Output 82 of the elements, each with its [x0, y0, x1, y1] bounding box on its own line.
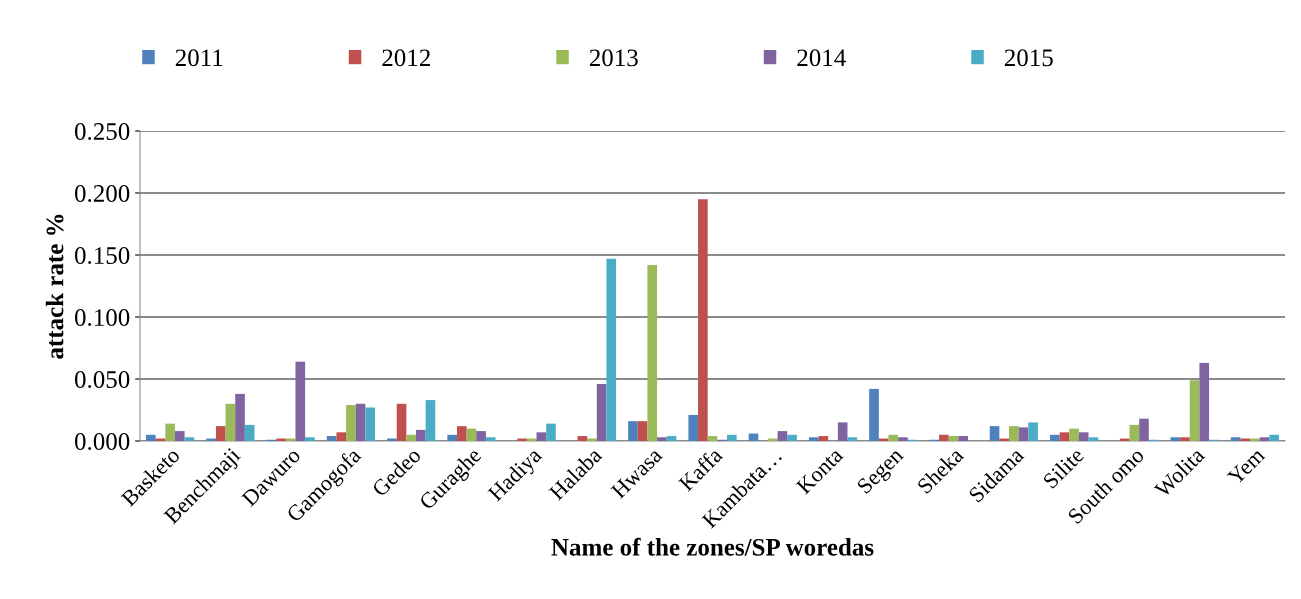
bar [326, 436, 337, 441]
bar [606, 258, 617, 441]
bar [1199, 362, 1210, 441]
x-axis-title: Name of the zones/SP woredas [551, 537, 874, 556]
bar [1069, 428, 1079, 441]
bar [948, 436, 959, 441]
bar [1018, 427, 1029, 441]
bar [165, 423, 175, 441]
bar [235, 393, 245, 441]
bar [989, 426, 1000, 441]
bar [787, 434, 797, 441]
bar [837, 422, 848, 441]
x-tick-label: Yem [1226, 446, 1266, 486]
bar [456, 426, 467, 441]
bar [888, 434, 899, 441]
bar [1008, 426, 1019, 441]
bar [688, 414, 699, 441]
bar [1259, 437, 1270, 441]
y-tick-label: 0.050 [74, 371, 130, 389]
legend-label: 2013 [589, 49, 638, 67]
bar [406, 434, 417, 441]
bar [1139, 418, 1149, 441]
bar [536, 432, 547, 441]
bar [1078, 432, 1089, 441]
bar [596, 383, 607, 441]
bar [637, 421, 648, 441]
bar [295, 361, 306, 441]
bar [146, 434, 156, 441]
bar [215, 426, 226, 441]
bar [447, 434, 457, 441]
bar [184, 437, 195, 441]
bar [476, 431, 486, 441]
bar [698, 199, 708, 441]
bar [346, 405, 356, 441]
bar [1049, 434, 1060, 441]
bar [777, 431, 788, 441]
bar [1189, 380, 1200, 441]
y-tick-label: 0.100 [74, 309, 130, 327]
legend-label: 2012 [382, 49, 430, 67]
bar [336, 432, 347, 441]
legend-label: 2011 [175, 49, 223, 67]
bar [1028, 422, 1038, 441]
bar [726, 434, 737, 441]
bar [707, 436, 718, 441]
bar [666, 436, 677, 441]
legend-label: 2014 [797, 49, 846, 67]
bar [305, 437, 315, 441]
bar [628, 421, 638, 441]
bar [939, 434, 949, 441]
bar [244, 424, 255, 441]
y-tick-label: 0.200 [74, 185, 130, 203]
bar [485, 437, 496, 441]
bar [1230, 437, 1241, 441]
bar [546, 423, 556, 441]
y-tick-label: 0.150 [74, 247, 130, 265]
bar [647, 264, 658, 441]
bar [847, 437, 858, 441]
bar [396, 403, 407, 441]
y-axis-title: attack rate % [45, 214, 64, 359]
bar [365, 407, 376, 441]
bar [225, 403, 236, 441]
bar [416, 429, 426, 441]
bar [1269, 434, 1279, 441]
legend-label: 2015 [1004, 49, 1053, 67]
y-tick-label: 0.000 [74, 433, 130, 451]
bar [869, 388, 879, 441]
bar [174, 431, 185, 441]
bar [1180, 437, 1190, 441]
bar [808, 437, 819, 441]
bar [1088, 437, 1099, 441]
bar [355, 403, 366, 441]
bar [1059, 432, 1070, 441]
bar [818, 436, 829, 441]
bar [898, 437, 908, 441]
bar [958, 436, 969, 441]
y-tick-label: 0.250 [74, 123, 130, 141]
bar [425, 400, 436, 441]
bar [466, 428, 477, 441]
bar [577, 436, 588, 441]
bar [657, 437, 667, 441]
bar [1170, 437, 1181, 441]
bar [1129, 424, 1140, 441]
